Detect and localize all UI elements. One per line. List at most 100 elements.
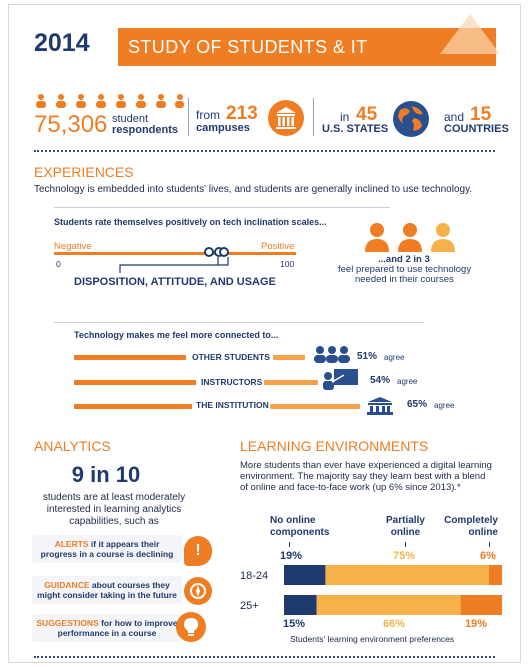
divider — [313, 98, 314, 136]
tick — [405, 542, 406, 547]
rule — [54, 322, 424, 323]
states-prefix: in — [340, 110, 350, 124]
data-label-1824-complete: 6% — [480, 550, 496, 562]
data-label-1824-partial: 75% — [393, 550, 416, 562]
prepared-line-1: ...and 2 in 3 — [378, 254, 430, 265]
scale-positive: Positive — [261, 241, 295, 252]
divider — [188, 98, 189, 136]
connected-bar-left — [74, 404, 192, 409]
learning-intro-1: More students than ever have experienced… — [240, 460, 492, 471]
scale-min: 0 — [56, 259, 61, 269]
connected-label-instructors: INSTRUCTORS — [201, 377, 263, 387]
prepared-line-3: needed in their courses — [355, 274, 454, 285]
scale-title: Students rate themselves positively on t… — [54, 217, 327, 227]
header-year: 2014 — [34, 29, 90, 57]
connected-label-institution: THE INSTITUTION — [196, 400, 269, 410]
connected-pct-students: 51% — [357, 351, 378, 362]
person-icon — [156, 94, 166, 108]
chart-caption: Students' learning environment preferenc… — [290, 634, 455, 644]
compass-icon — [184, 577, 212, 605]
category-label: 18-24 — [240, 570, 268, 582]
lightbulb-icon — [176, 612, 206, 642]
tick — [289, 542, 290, 547]
col-complete-label: Completely online — [444, 515, 498, 538]
connected-pct-institution: 65% — [407, 399, 428, 410]
connected-bar-right — [273, 355, 305, 360]
scale-max: 100 — [280, 259, 295, 269]
page-frame — [8, 4, 521, 663]
experiences-intro: Technology is embedded into students' li… — [34, 184, 473, 195]
campuses-number: 213 — [226, 103, 258, 124]
connected-bar-right — [270, 404, 360, 409]
person-icon — [56, 94, 66, 108]
bar-segment — [284, 595, 317, 615]
scale-bracket — [119, 257, 229, 273]
connected-suffix: agree — [384, 353, 405, 362]
analytics-text-1: students are at least moderately — [42, 492, 186, 503]
tick — [489, 542, 490, 547]
scale-marker — [204, 247, 214, 257]
people-group-icon — [312, 345, 352, 363]
analytics-item-box — [32, 576, 182, 604]
data-label-25-partial: 66% — [383, 618, 406, 630]
rule — [54, 207, 390, 208]
col-partial-label: Partially online — [386, 515, 425, 538]
alert-icon: ! — [184, 536, 212, 566]
col-none-label: No online components — [270, 515, 330, 538]
learning-intro-3: of online and face-to-face work (up 6% s… — [240, 482, 461, 493]
analytics-item-box — [32, 535, 182, 563]
experiences-heading: EXPERIENCES — [34, 164, 134, 180]
globe-icon — [392, 100, 430, 138]
bar-segment — [284, 565, 326, 585]
respondents-label-1: student — [112, 113, 149, 125]
respondents-label-2: respondents — [112, 124, 179, 136]
footer-divider — [34, 656, 495, 658]
connected-pct-instructors: 54% — [370, 375, 391, 386]
person-icon — [365, 223, 389, 252]
learning-bar-chart: 18-24 25+ — [240, 565, 502, 615]
countries-number: 15 — [470, 104, 492, 125]
bar-segment — [316, 595, 461, 615]
campuses-label: campuses — [196, 122, 250, 134]
person-icon — [175, 94, 184, 108]
category-label: 25+ — [240, 600, 259, 612]
person-icon — [96, 94, 106, 108]
header-triangle — [440, 14, 500, 54]
scale-marker — [219, 247, 229, 257]
scale-caption: DISPOSITION, ATTITUDE, AND USAGE — [74, 276, 276, 288]
instructor-icon — [322, 368, 360, 390]
connected-label-students: OTHER STUDENTS — [192, 352, 270, 362]
bar-segment — [488, 565, 502, 585]
bar-segment — [460, 595, 502, 615]
section-divider — [34, 150, 495, 152]
person-icon — [431, 223, 455, 252]
scale-bar — [54, 252, 296, 255]
prepared-line-2: feel prepared to use technology — [338, 264, 472, 275]
learning-heading: LEARNING ENVIRONMENTS — [240, 438, 429, 454]
countries-label: COUNTRIES — [444, 123, 509, 135]
states-label: U.S. STATES — [322, 123, 389, 135]
countries-prefix: and — [444, 110, 465, 124]
person-icon — [116, 94, 126, 108]
header-title-band — [118, 28, 496, 66]
analytics-heading: ANALYTICS — [34, 438, 111, 454]
connected-bar-left — [74, 355, 186, 360]
person-icon — [36, 94, 46, 108]
respondents-number: 75,306 — [34, 111, 108, 138]
header-year-box — [34, 28, 118, 66]
prepared-icons — [363, 222, 463, 252]
bar-segment — [325, 565, 489, 585]
data-label-1824-none: 19% — [280, 550, 303, 562]
person-icon — [398, 223, 422, 252]
connected-suffix: agree — [434, 401, 455, 410]
campuses-prefix: from — [196, 108, 220, 122]
institution-icon — [268, 100, 304, 136]
connected-bar-right — [264, 380, 318, 385]
person-icon — [136, 94, 146, 108]
analytics-item-suggestions: SUGGESTIONS for how to improve performanc… — [36, 618, 178, 638]
learning-intro-2: environment. The majority say they learn… — [240, 471, 486, 482]
data-label-25-complete: 19% — [465, 618, 488, 630]
person-icons — [34, 94, 184, 108]
analytics-big: 9 in 10 — [71, 462, 141, 487]
connected-bar-left — [74, 380, 196, 385]
